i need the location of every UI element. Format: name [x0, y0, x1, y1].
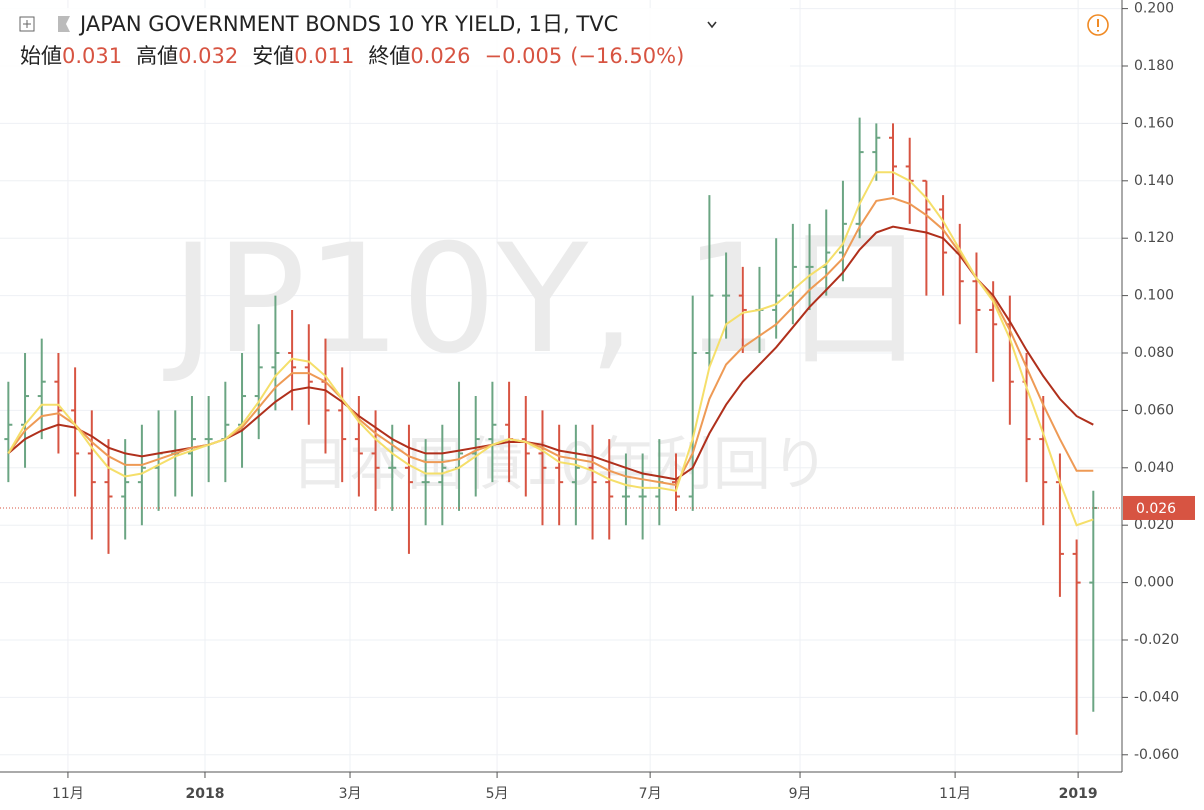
ohlc-header: 始値0.031 高値0.032 安値0.011 終値0.026 −0.005 (−16.5… [20, 44, 684, 68]
ohlc-bar [621, 453, 630, 526]
x-tick-label: 5月 [486, 786, 509, 802]
flag-icon [58, 16, 70, 32]
ohlc-bar [638, 453, 647, 540]
axes: 0.200 0.180 0.160 0.140 0.120 0.100 0.080 0.060… [52, 1, 1195, 802]
stat-label: 終値 [368, 44, 410, 68]
x-tick-label: 9月 [789, 786, 812, 802]
ohlc-bar [972, 252, 981, 353]
ohlc-bar [571, 424, 580, 526]
ohlc-bar [87, 410, 96, 540]
stat-value: 0.026 [410, 44, 470, 68]
plot [0, 117, 1122, 735]
stat-label: 高値 [136, 44, 178, 68]
ohlc-bar [672, 453, 681, 511]
change: −0.005 [485, 44, 563, 68]
chevron[interactable] [707, 21, 717, 29]
y-tick-label: 0.100 [1134, 288, 1174, 304]
stat-value: 0.011 [294, 44, 354, 68]
ma-line [7, 171, 1094, 527]
ohlc-bar [705, 195, 714, 368]
x-tick-label: 11月 [52, 786, 84, 802]
ohlc-bar [538, 410, 547, 526]
header-bg [0, 8, 790, 70]
x-tick-label: 11月 [939, 786, 971, 802]
y-tick-label: 0.040 [1134, 460, 1174, 476]
ohlc-bar [187, 396, 196, 497]
ohlc-bar [889, 123, 898, 196]
expand-icon[interactable] [19, 16, 35, 32]
x-tick-label: 2018 [185, 786, 224, 802]
y-tick-label: 0.140 [1134, 173, 1174, 189]
grid [0, 0, 1122, 772]
y-tick-label: -0.040 [1134, 689, 1179, 705]
y-tick-label: 0.020 [1134, 517, 1174, 533]
expand-plus [23, 20, 31, 28]
y-tick-label: 0.160 [1134, 115, 1174, 131]
last-price-label: 0.026 [1136, 501, 1176, 517]
ohlc-bar [1072, 539, 1081, 735]
ohlc-bar [471, 396, 480, 497]
ohlc-bar [54, 352, 63, 454]
ohlc-bar [805, 223, 814, 310]
ohlc-bar [605, 439, 614, 540]
ohlc-bar [688, 295, 697, 511]
ohlc-bar [104, 439, 113, 554]
ohlc-bar [304, 324, 313, 425]
ohlc-bar [488, 381, 497, 483]
ohlc-bar [838, 180, 847, 282]
ohlc-bar [338, 367, 347, 483]
ohlc-bar [1039, 396, 1048, 526]
change-pct: (−16.50%) [570, 44, 684, 68]
stat-label: 安値 [252, 44, 294, 68]
ohlc-bar [555, 424, 564, 526]
y-tick-label: 0.000 [1134, 575, 1174, 591]
ohlc-bar [922, 179, 931, 296]
ohlc-bar [738, 266, 747, 353]
ohlc-bar [772, 238, 781, 339]
alert-icon[interactable] [1087, 14, 1109, 36]
ohlc-bar [588, 424, 597, 540]
last-price-box [1123, 495, 1195, 520]
ohlc-bar [288, 309, 297, 411]
ohlc-bar [855, 117, 864, 239]
y-tick-label: -0.020 [1134, 632, 1179, 648]
y-tick-label: 0.200 [1134, 1, 1174, 17]
y-tick-label: 0.120 [1134, 230, 1174, 246]
y-tick-label: -0.060 [1134, 747, 1179, 763]
ohlc-bar [404, 424, 413, 554]
y-tick-label: 0.060 [1134, 402, 1174, 418]
y-tick-label: 0.180 [1134, 58, 1174, 74]
ohlc-bar [204, 396, 213, 483]
ohlc-bar [521, 396, 530, 497]
x-tick-label: 3月 [339, 786, 362, 802]
watermark: JP10Y, 1日 [163, 213, 929, 387]
ma-line [7, 196, 1094, 487]
ohlc-bar [939, 195, 948, 296]
chart-title: JAPAN GOVERNMENT BONDS 10 YR YIELD, 1日, … [78, 12, 618, 36]
ohlc-bar [37, 338, 46, 440]
x-tick-label: 7月 [639, 786, 662, 802]
ohlc-bar [121, 439, 130, 540]
stat-value: 0.031 [62, 44, 122, 68]
ohlc-bar [354, 396, 363, 497]
stat-value: 0.032 [178, 44, 238, 68]
ohlc-bar [271, 295, 280, 411]
header-icons [19, 14, 1109, 36]
x-tick-label: 2019 [1059, 786, 1098, 802]
ohlc-bar [254, 324, 263, 440]
ohlc-bar [71, 367, 80, 497]
y-tick-label: 0.080 [1134, 345, 1174, 361]
stat-label: 始値 [20, 44, 62, 68]
ohlc-bar [4, 381, 13, 483]
ohlc-bar [438, 424, 447, 526]
